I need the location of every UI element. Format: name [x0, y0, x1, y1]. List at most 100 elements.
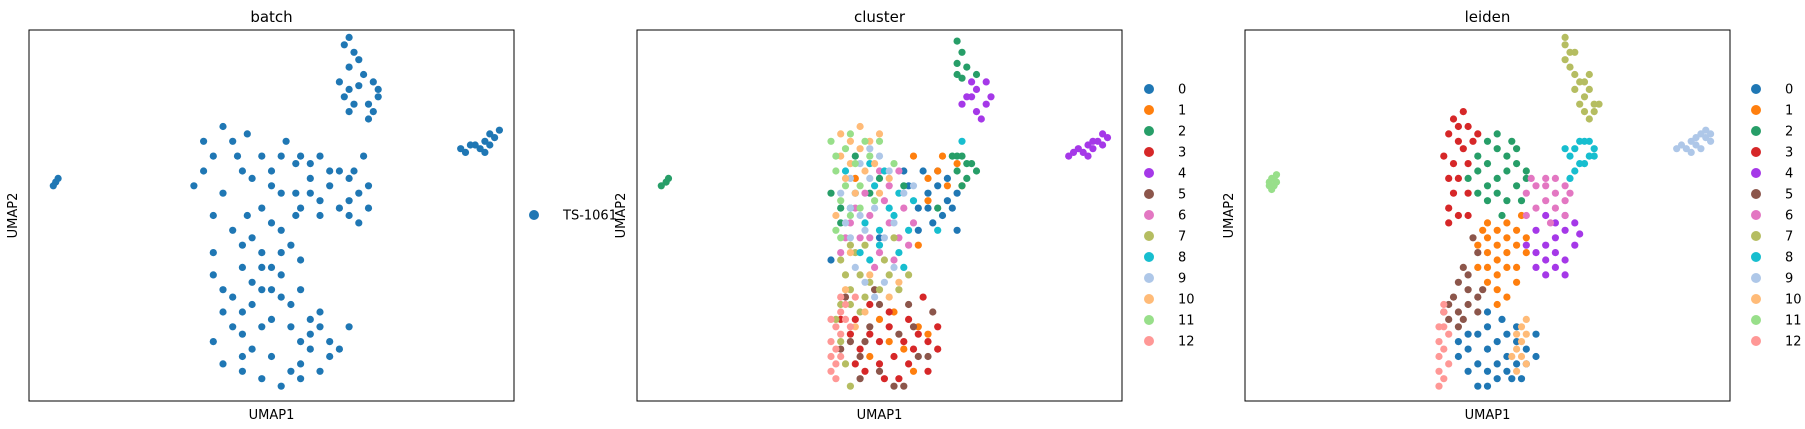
- scatter-point: [953, 37, 961, 45]
- scatter-point: [861, 189, 869, 197]
- scatter-point: [1532, 249, 1540, 257]
- scatter-point: [1513, 160, 1521, 168]
- scatter-point: [909, 367, 918, 375]
- scatter-point: [900, 204, 908, 212]
- scatter-point: [326, 182, 334, 190]
- scatter-point: [1585, 70, 1593, 79]
- legend-label: 12: [1178, 335, 1195, 350]
- scatter-point: [1527, 174, 1535, 182]
- scatter-point: [1440, 308, 1448, 316]
- scatter-point: [977, 115, 985, 123]
- scatter-point: [861, 367, 869, 375]
- legend-marker: [1751, 84, 1761, 94]
- scatter-point: [1551, 249, 1559, 257]
- scatter-point: [861, 167, 869, 175]
- scatter-point: [297, 375, 305, 383]
- legend-label: 2: [1785, 125, 1793, 140]
- scatter-point: [841, 286, 850, 294]
- scatter-point: [875, 360, 884, 368]
- scatter-point: [664, 174, 673, 182]
- scatter-point: [229, 226, 237, 234]
- x-axis-label: UMAP1: [1465, 408, 1511, 423]
- scatter-point: [1268, 185, 1276, 194]
- legend-label: 6: [1178, 209, 1186, 224]
- scatter-point: [866, 211, 874, 220]
- scatter-point: [832, 226, 840, 234]
- scatter-point: [914, 226, 922, 234]
- scatter-point: [1483, 263, 1492, 271]
- scatter-point: [1493, 130, 1501, 138]
- scatter-point: [919, 167, 927, 175]
- scatter-point: [871, 197, 879, 205]
- scatter-point: [856, 234, 864, 242]
- scatter-point: [1561, 33, 1569, 42]
- scatter-point: [900, 263, 908, 271]
- scatter-point: [987, 93, 995, 101]
- scatter-point: [1464, 286, 1472, 294]
- scatter-point: [219, 122, 227, 131]
- scatter-point: [326, 167, 334, 175]
- scatter-point: [968, 78, 976, 86]
- scatter-point: [885, 182, 893, 190]
- scatter-point: [943, 174, 952, 182]
- scatter-point: [1454, 338, 1462, 346]
- scatter-point: [1483, 137, 1492, 145]
- scatter-point: [1493, 300, 1501, 309]
- scatter-point: [861, 226, 869, 234]
- legend-label: 5: [1785, 188, 1793, 203]
- scatter-point: [871, 204, 879, 212]
- legend-label: 3: [1785, 146, 1793, 161]
- scatter-point: [1464, 300, 1472, 309]
- scatter-point: [1692, 141, 1700, 149]
- scatter-point: [335, 204, 343, 212]
- points-layer: [657, 37, 1112, 390]
- scatter-point: [861, 308, 869, 316]
- scatter-point: [1445, 219, 1453, 227]
- y-axis-label: UMAP2: [1222, 193, 1237, 239]
- scatter-point: [1517, 197, 1526, 205]
- scatter-point: [919, 293, 927, 301]
- scatter-point: [1454, 278, 1462, 286]
- scatter-point: [233, 152, 242, 160]
- scatter-point: [297, 152, 305, 160]
- scatter-point: [924, 330, 932, 338]
- scatter-point: [1459, 315, 1467, 323]
- scatter-point: [219, 360, 227, 368]
- scatter-point: [287, 300, 295, 309]
- scatter-point: [934, 323, 942, 331]
- scatter-point: [1517, 352, 1526, 361]
- scatter-point: [1546, 219, 1555, 227]
- scatter-point: [827, 137, 835, 145]
- scatter-point: [890, 263, 898, 271]
- scatter-point: [364, 182, 373, 190]
- scatter-point: [267, 263, 276, 271]
- scatter-point: [1440, 345, 1448, 353]
- scatter-point: [905, 300, 913, 309]
- scatter-point: [1522, 234, 1530, 242]
- scatter-point: [1580, 78, 1589, 86]
- scatter-point: [851, 263, 859, 271]
- scatter-point: [1440, 152, 1448, 160]
- legend-marker: [1751, 126, 1761, 136]
- scatter-point: [1576, 137, 1584, 145]
- scatter-point: [360, 152, 368, 160]
- scatter-point: [1513, 226, 1521, 234]
- scatter-point: [909, 219, 918, 227]
- scatter-point: [1459, 263, 1467, 271]
- scatter-point: [1089, 137, 1097, 145]
- scatter-point: [1065, 152, 1073, 160]
- scatter-point: [963, 63, 971, 71]
- scatter-point: [1493, 241, 1501, 249]
- scatter-point: [827, 338, 835, 346]
- legend-marker: [1751, 252, 1761, 262]
- legend-label: 3: [1178, 146, 1186, 161]
- scatter-point: [837, 256, 845, 264]
- scatter-point: [481, 137, 489, 145]
- scatter-point: [1464, 367, 1472, 375]
- legend-label: 1: [1178, 104, 1186, 119]
- scatter-point: [1532, 182, 1540, 190]
- scatter-point: [297, 360, 305, 368]
- legend-label: 12: [1785, 335, 1802, 350]
- scatter-point: [229, 293, 237, 301]
